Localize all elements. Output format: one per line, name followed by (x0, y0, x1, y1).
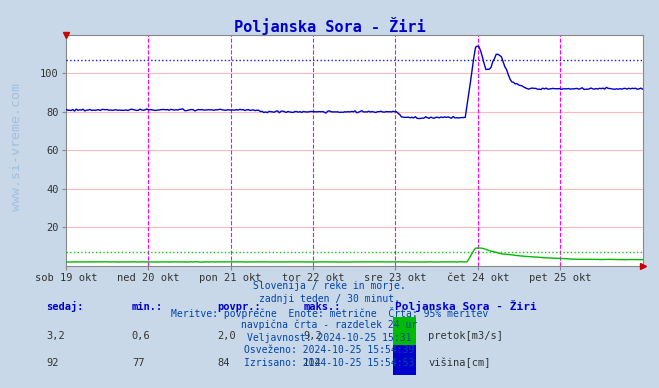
Text: Veljavnost: 2024-10-25 15:31: Veljavnost: 2024-10-25 15:31 (247, 333, 412, 343)
Text: 77: 77 (132, 358, 144, 368)
Text: 9,2: 9,2 (303, 331, 322, 341)
Text: navpična črta - razdelek 24 ur: navpična črta - razdelek 24 ur (241, 320, 418, 330)
Text: Poljanska Sora - Žiri: Poljanska Sora - Žiri (234, 17, 425, 35)
Text: povpr.:: povpr.: (217, 302, 261, 312)
Text: Meritve: povprečne  Enote: metrične  Črta: 95% meritev: Meritve: povprečne Enote: metrične Črta:… (171, 307, 488, 319)
Bar (393, 345, 416, 375)
Text: pretok[m3/s]: pretok[m3/s] (428, 331, 503, 341)
Text: 2,0: 2,0 (217, 331, 236, 341)
Text: www.si-vreme.com: www.si-vreme.com (10, 83, 23, 211)
Text: zadnji teden / 30 minut.: zadnji teden / 30 minut. (259, 294, 400, 304)
Text: 84: 84 (217, 358, 230, 368)
Text: 114: 114 (303, 358, 322, 368)
Text: 0,6: 0,6 (132, 331, 150, 341)
Text: 92: 92 (46, 358, 59, 368)
Text: maks.:: maks.: (303, 302, 341, 312)
Text: min.:: min.: (132, 302, 163, 312)
Text: Slovenija / reke in morje.: Slovenija / reke in morje. (253, 281, 406, 291)
Text: višina[cm]: višina[cm] (428, 358, 491, 368)
Text: Poljanska Sora - Žiri: Poljanska Sora - Žiri (395, 300, 537, 312)
Text: Osveženo: 2024-10-25 15:54:39: Osveženo: 2024-10-25 15:54:39 (244, 345, 415, 355)
Text: sedaj:: sedaj: (46, 301, 84, 312)
Text: 3,2: 3,2 (46, 331, 65, 341)
Text: Izrisano: 2024-10-25 15:54:53: Izrisano: 2024-10-25 15:54:53 (244, 358, 415, 368)
Bar (393, 317, 416, 348)
